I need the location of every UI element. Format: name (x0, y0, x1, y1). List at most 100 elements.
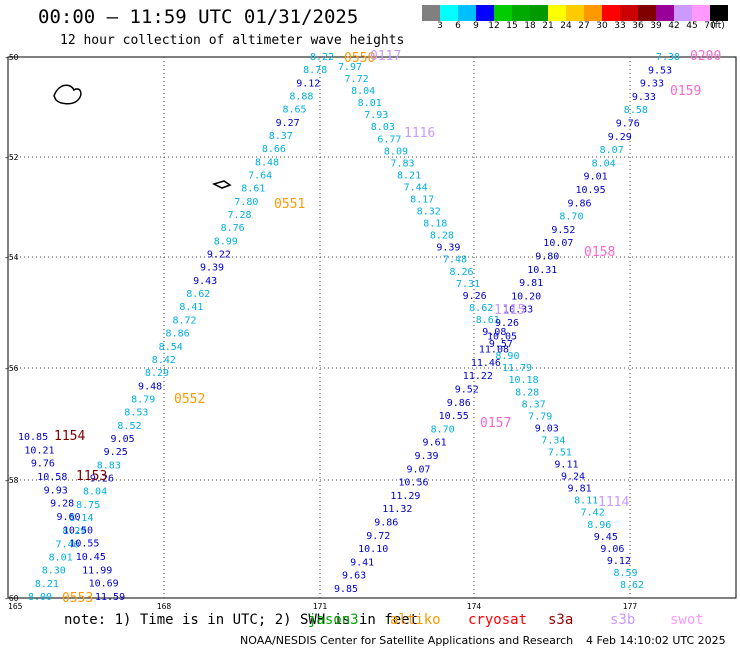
track1-value: 8.72 (172, 315, 196, 326)
track3-value: 8.62 (620, 580, 644, 591)
track4-value: 10.31 (527, 265, 557, 276)
pass-time-label: 0550 (344, 51, 375, 66)
track1-value: 7.46 (56, 539, 80, 550)
map-title: 00:00 – 11:59 UTC 01/31/2025 (38, 6, 359, 28)
track3-value: 8.37 (522, 399, 546, 410)
track3-value: 7.97 (338, 62, 362, 73)
colorbar-swatch (674, 5, 692, 21)
track4-value: 11.32 (382, 504, 412, 515)
map-frame (7, 56, 737, 599)
track4-value: 10.56 (398, 478, 428, 489)
track1-value: 8.01 (49, 552, 73, 563)
track3-value: 8.90 (495, 351, 519, 362)
track3-value: 9.03 (535, 423, 559, 434)
track4-value: 9.52 (455, 385, 479, 396)
colorbar-tick: 36 (632, 21, 644, 31)
colorbar (422, 5, 728, 21)
colorbar-swatch (440, 5, 458, 21)
track4-value: 9.86 (374, 518, 398, 529)
track2-value: 9.93 (44, 485, 68, 496)
track1-value: 8.54 (159, 342, 183, 353)
track4-value: 9.41 (350, 557, 374, 568)
track3-value: 8.04 (351, 86, 375, 97)
track3-value: 8.96 (587, 520, 611, 531)
track4-value: 9.29 (608, 132, 632, 143)
lat-tick-label: -54 (4, 253, 19, 262)
colorbar-tick: 30 (596, 21, 608, 31)
track1-value: 7.80 (234, 197, 258, 208)
pass-time-label: 1114 (598, 495, 629, 510)
track1-value: 8.88 (289, 92, 313, 103)
colorbar-swatch (476, 5, 494, 21)
track3-value: 8.28 (515, 387, 539, 398)
colorbar-tick: 6 (455, 21, 461, 31)
track3-value: 8.11 (574, 496, 598, 507)
track1-value: 8.42 (152, 355, 176, 366)
track1-value: 9.27 (276, 118, 300, 129)
track1-value: 9.26 (90, 473, 114, 484)
lat-tick-label: -56 (4, 364, 19, 373)
track2-value: 10.50 (63, 525, 93, 536)
track3-value: 9.39 (436, 243, 460, 254)
track4-value: 9.63 (342, 571, 366, 582)
track3-value: 8.21 (397, 170, 421, 181)
track4-value: 11.29 (390, 491, 420, 502)
track4-value: 10.10 (358, 544, 388, 555)
track3-value: 8.09 (384, 146, 408, 157)
track3-value: 7.44 (404, 182, 428, 193)
colorbar-tick: 9 (473, 21, 479, 31)
track4-value: 9.01 (584, 172, 608, 183)
legend-jason3: jason3 (308, 612, 359, 628)
track1-value: 7.64 (248, 171, 272, 182)
track1-value: 8.22 (310, 52, 334, 63)
lat-tick-label: -52 (4, 153, 19, 162)
track1-value: 8.29 (62, 526, 86, 537)
track1-value: 8.83 (97, 460, 121, 471)
track4-value: 9.80 (535, 252, 559, 263)
track3-value: 8.61 (476, 315, 500, 326)
colorbar-tick: 39 (650, 21, 662, 31)
colorbar-tick: 33 (614, 21, 626, 31)
track1-value: 8.86 (166, 329, 190, 340)
track4-value: 8.07 (600, 145, 624, 156)
track3-value: 7.31 (456, 279, 480, 290)
colorbar-swatch (584, 5, 602, 21)
colorbar-tick: 12 (488, 21, 500, 31)
track4-value: 11.22 (463, 371, 493, 382)
colorbar-tick: 15 (506, 21, 518, 31)
legend-cryosat: cryosat (468, 612, 528, 628)
colorbar-swatch (422, 5, 440, 21)
pass-time-label: 0200 (690, 49, 721, 64)
track1-value: 8.52 (117, 421, 141, 432)
colorbar-swatch (692, 5, 710, 21)
track3-value: 7.83 (390, 158, 414, 169)
footer: NOAA/NESDIS Center for Satellite Applica… (0, 634, 740, 648)
track2-value: 10.85 (18, 432, 48, 443)
legend-s3a: s3a (548, 612, 574, 628)
pass-time-label: 0159 (670, 84, 701, 99)
track4-value: 9.85 (334, 584, 358, 595)
track3-value: 7.34 (541, 435, 565, 446)
track4-value: 8.70 (431, 424, 455, 435)
track4-value: 8.58 (624, 105, 648, 116)
track3-value: 7.51 (548, 447, 572, 458)
track1-value: 8.14 (69, 513, 93, 524)
track2-value: 11.99 (82, 565, 112, 576)
legend-altiko: altiko (390, 612, 441, 628)
colorbar-tick: 18 (524, 21, 536, 31)
track3-value: 11.79 (502, 363, 532, 374)
track1-value: 8.61 (241, 184, 265, 195)
pass-time-label: 0552 (174, 392, 205, 407)
track3-value: 7.48 (443, 255, 467, 266)
colorbar-swatch (512, 5, 530, 21)
track1-value: 9.12 (296, 78, 320, 89)
footer-timestamp: 4 Feb 14:10:02 UTC 2025 (586, 634, 726, 647)
track4-value: 9.26 (495, 318, 519, 329)
lon-tick-label: 171 (313, 602, 328, 611)
lon-tick-label: 174 (467, 602, 482, 611)
colorbar-tick: 27 (578, 21, 590, 31)
track4-value: 9.61 (423, 438, 447, 449)
track3-value: 8.62 (469, 303, 493, 314)
lat-tick-label: -58 (4, 476, 19, 485)
track1-value: 8.48 (255, 157, 279, 168)
